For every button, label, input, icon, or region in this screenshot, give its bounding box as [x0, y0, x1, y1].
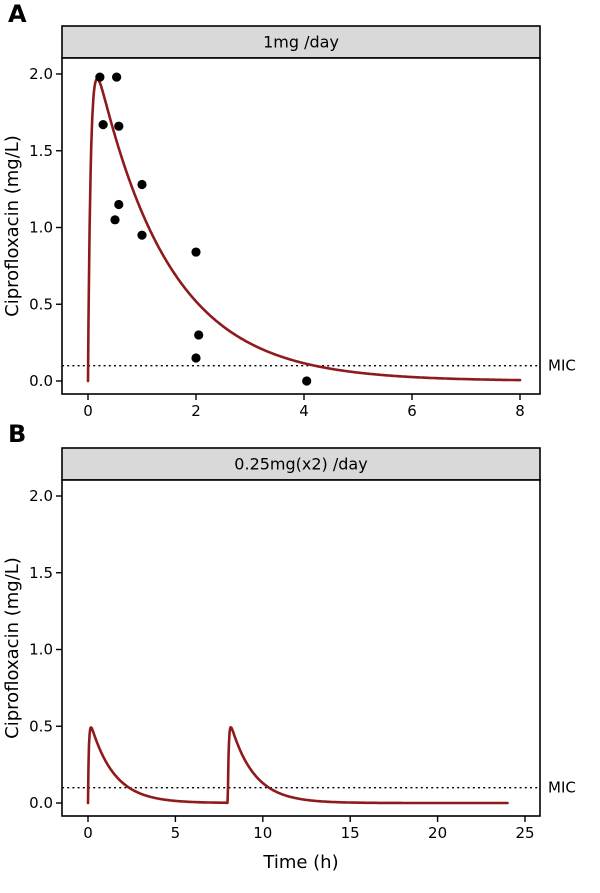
x-tick-label: 0: [83, 402, 93, 420]
facet-strip: [61, 447, 541, 481]
data-point: [114, 199, 124, 210]
y-tick-label: 1.5: [29, 142, 53, 160]
y-tick-label: 0.5: [29, 717, 53, 735]
mic-label: MIC: [548, 779, 576, 797]
plot-border: [61, 479, 541, 817]
facet-strip: [61, 25, 541, 59]
data-point: [191, 247, 201, 257]
x-tick-label: 25: [515, 824, 534, 842]
data-point: [302, 376, 312, 386]
panel-a-letter: A: [8, 0, 27, 28]
y-tick-label: 0.0: [29, 794, 53, 812]
data-point: [112, 72, 122, 82]
panel-a: A 1mg /day 0.0 0.5 1.0 1.5 2.0 0 2 4 6 8 Ciprofloxa…: [0, 0, 600, 420]
plot-border: [61, 57, 541, 395]
data-point: [194, 330, 204, 340]
mic-label: MIC: [548, 357, 576, 375]
x-tick-label: 15: [341, 824, 360, 842]
data-point: [191, 353, 201, 363]
y-tick-label: 1.5: [29, 564, 53, 582]
data-point: [137, 179, 147, 190]
panel-b: B 0.25mg(x2) /day 0.0 0.5 1.0 1.5 2.0 0 5 10 15 20…: [0, 420, 600, 893]
facet-title: 1mg /day: [263, 33, 339, 52]
data-point: [95, 72, 105, 82]
facet-title: 0.25mg(x2) /day: [234, 455, 367, 474]
x-axis-title: Time (h): [262, 852, 338, 873]
panel-b-chart: 0.25mg(x2) /day 0.0 0.5 1.0 1.5 2.0 0 5 10 15 20 25…: [2, 447, 576, 873]
x-tick-label: 5: [171, 824, 181, 842]
y-tick-label: 1.0: [29, 641, 53, 659]
concentration-curve: [86, 77, 522, 383]
x-tick-label: 10: [253, 824, 272, 842]
data-point: [110, 215, 120, 225]
y-tick-label: 0.0: [29, 372, 53, 390]
x-tick-label: 4: [299, 402, 309, 420]
data-point: [98, 120, 108, 130]
x-tick-label: 6: [407, 402, 417, 420]
y-axis-title: Ciprofloxacin (mg/L): [2, 557, 23, 739]
panel-b-letter: B: [8, 420, 27, 448]
y-tick-label: 2.0: [29, 65, 53, 83]
x-tick-label: 0: [83, 824, 93, 842]
y-tick-label: 2.0: [29, 487, 53, 505]
y-axis-title: Ciprofloxacin (mg/L): [2, 135, 23, 317]
x-tick-label: 20: [428, 824, 447, 842]
data-point: [114, 121, 124, 131]
y-tick-label: 0.5: [29, 295, 53, 313]
y-tick-label: 1.0: [29, 219, 53, 237]
x-tick-label: 2: [191, 402, 201, 420]
concentration-curve: [86, 726, 509, 805]
panel-a-chart: 1mg /day 0.0 0.5 1.0 1.5 2.0 0 2 4 6 8 Ciprofloxaci…: [2, 25, 576, 420]
x-tick-label: 8: [515, 402, 525, 420]
data-point: [137, 230, 147, 240]
